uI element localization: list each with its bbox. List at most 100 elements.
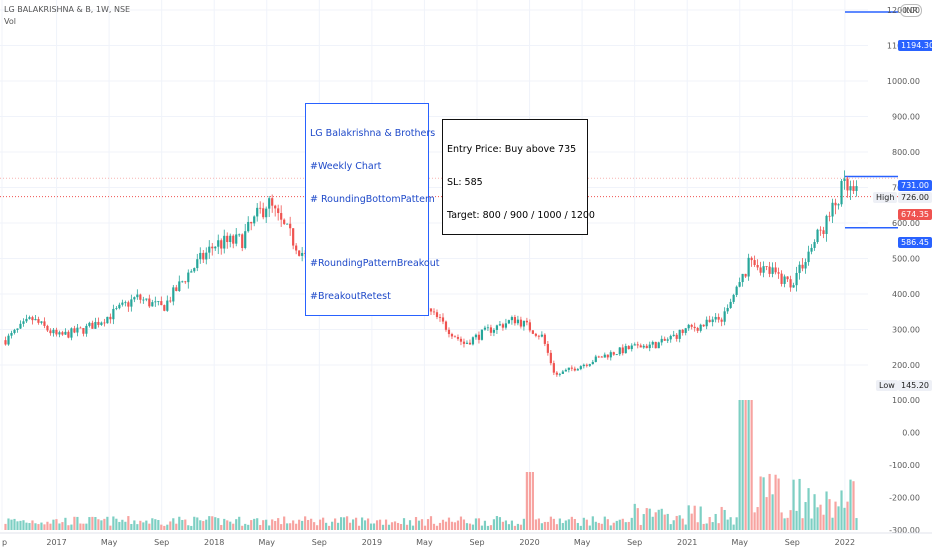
volume-bar — [543, 521, 546, 530]
volume-bar — [765, 497, 768, 530]
volume-bar — [822, 514, 825, 530]
volume-bar — [699, 506, 702, 530]
candle-body — [474, 334, 478, 338]
candle-body — [798, 264, 801, 273]
candle-body — [654, 341, 657, 349]
volume-bar — [606, 519, 609, 530]
candle-body — [115, 308, 118, 309]
volume-tick-label: 100.00 — [892, 396, 920, 405]
volume-bar — [133, 520, 136, 530]
candle-body — [271, 198, 274, 206]
candle-body — [450, 334, 454, 337]
volume-bar — [175, 523, 178, 530]
candle-body — [684, 328, 687, 333]
volume-bar — [714, 513, 717, 530]
volume-bar — [262, 520, 265, 530]
volume-bar — [594, 521, 597, 530]
volume-bar — [663, 514, 666, 530]
candle-body — [813, 242, 816, 248]
volume-bar — [660, 508, 663, 530]
volume-bar — [510, 520, 514, 530]
volume-bar — [702, 523, 705, 530]
candle-body — [94, 321, 97, 329]
candle-body — [837, 204, 840, 206]
candle-body — [435, 312, 439, 318]
volume-bar — [375, 520, 379, 530]
volume-bar — [456, 520, 460, 530]
volume-bar — [855, 518, 858, 530]
candle-body — [55, 329, 58, 335]
volume-bar — [331, 521, 334, 530]
volume-bar — [124, 521, 127, 530]
candle-body — [190, 271, 193, 273]
volume-bar — [298, 519, 301, 530]
candle-body — [181, 281, 184, 283]
candle-body — [630, 345, 633, 350]
candle-body — [25, 318, 28, 322]
pattern-note[interactable]: LG Balakrishna & Brothers #Weekly Chart … — [305, 103, 440, 316]
volume-bar — [585, 519, 588, 530]
volume-bar — [378, 519, 382, 530]
candle-body — [253, 216, 256, 224]
volume-bar — [534, 519, 537, 530]
volume-bar — [396, 522, 400, 530]
volume-bar — [480, 525, 484, 530]
volume-bar — [591, 516, 594, 530]
candle-body — [145, 298, 148, 300]
volume-bar — [762, 477, 765, 530]
candle-body — [489, 327, 493, 333]
volume-bar — [498, 517, 502, 530]
volume-bar — [346, 516, 349, 530]
candle-body — [289, 223, 292, 229]
candle-body — [672, 334, 675, 336]
candle-body — [711, 319, 714, 323]
candle-body — [172, 287, 175, 302]
volume-bar — [549, 516, 552, 530]
time-tick-label: May — [258, 538, 275, 547]
volume-bar — [268, 525, 271, 530]
candle-body — [468, 342, 472, 345]
candle-body — [678, 329, 681, 339]
currency-badge[interactable]: INR — [900, 4, 922, 17]
candle-body — [178, 281, 181, 291]
candle-body — [564, 369, 567, 372]
volume-bar — [579, 525, 582, 530]
volume-bar — [160, 524, 163, 530]
volume-bar — [474, 518, 478, 530]
candle-body — [142, 299, 145, 301]
candle-body — [780, 273, 783, 284]
candle-body — [735, 286, 738, 295]
candle-body — [639, 345, 642, 348]
candle-body — [106, 316, 109, 324]
volume-bar — [537, 518, 540, 530]
candle-body — [819, 229, 822, 231]
candle-body — [618, 347, 621, 355]
volume-bar — [241, 525, 244, 530]
candle-body — [681, 329, 684, 333]
candle-body — [444, 321, 448, 330]
candle-body — [648, 344, 651, 349]
volume-bar — [696, 522, 699, 530]
candle-body — [582, 364, 585, 367]
trade-note[interactable]: Entry Price: Buy above 735 SL: 585 Targe… — [442, 119, 595, 235]
volume-bars — [4, 400, 858, 530]
price-tick-label: 1200.00 — [887, 6, 920, 15]
volume-bar — [837, 506, 840, 530]
candle-body — [705, 319, 708, 327]
candle-body — [441, 317, 445, 322]
volume-bar — [28, 523, 31, 530]
volume-bar — [232, 523, 235, 530]
volume-bar — [681, 518, 684, 530]
volume-bar — [187, 525, 190, 530]
candle-body — [561, 371, 564, 374]
volume-bar — [720, 506, 723, 530]
volume-bar — [507, 524, 511, 530]
candle-body — [82, 328, 85, 334]
candle-body — [298, 250, 301, 256]
candle-body — [480, 329, 484, 340]
candle-body — [49, 330, 52, 334]
volume-bar — [351, 519, 355, 530]
price-levels — [0, 11, 898, 229]
volume-bar — [759, 476, 762, 530]
